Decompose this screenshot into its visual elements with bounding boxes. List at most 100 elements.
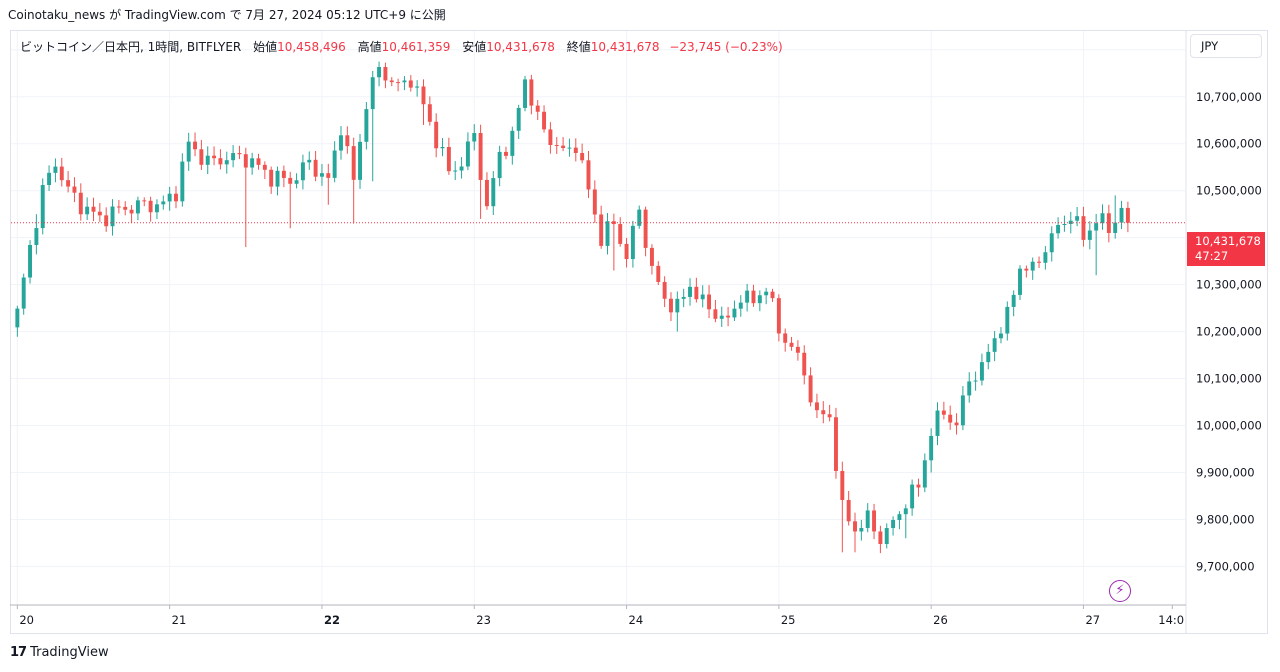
- candle-body: [72, 186, 77, 193]
- candle-body: [910, 484, 915, 509]
- candle-body: [1056, 224, 1061, 234]
- tradingview-logo-icon: 17: [10, 645, 27, 660]
- candle-body: [85, 206, 90, 215]
- candle-body: [751, 290, 756, 304]
- candle-body: [415, 86, 420, 88]
- candle-body: [250, 158, 255, 168]
- candle-body: [281, 170, 286, 178]
- candle-body: [332, 150, 337, 178]
- candle-body: [662, 281, 667, 299]
- candle-body: [681, 296, 686, 299]
- candle-body: [516, 107, 521, 131]
- candle-body: [47, 172, 52, 186]
- candle-body: [770, 291, 775, 299]
- candle-body: [941, 410, 946, 415]
- candle-body: [548, 129, 553, 145]
- chart-frame: [10, 30, 1268, 634]
- candle-body: [789, 342, 794, 347]
- lightning-bolt-icon[interactable]: ⚡: [1109, 580, 1131, 602]
- candle-body: [161, 201, 166, 205]
- candle-body: [542, 111, 547, 130]
- close-label: 終値: [566, 40, 591, 54]
- candle-body: [123, 206, 128, 210]
- candle-body: [872, 510, 877, 532]
- candle-body: [979, 362, 984, 381]
- candle-body: [929, 435, 934, 461]
- candle-body: [104, 215, 109, 227]
- candle-body: [307, 159, 312, 163]
- candle-body: [707, 294, 712, 310]
- candle-body: [884, 528, 889, 544]
- candle-body: [592, 189, 597, 215]
- candle-body: [802, 352, 807, 376]
- candle-body: [795, 346, 800, 353]
- candle-body: [167, 193, 172, 202]
- price-tick-label: 9,700,000: [1196, 559, 1255, 573]
- high-label: 高値: [357, 40, 382, 54]
- candle-body: [40, 185, 45, 229]
- candle-body: [262, 164, 267, 170]
- price-tick-label: 10,100,000: [1196, 372, 1262, 386]
- candle-body: [700, 294, 705, 300]
- candle-body: [713, 309, 718, 319]
- candle-body: [440, 146, 445, 149]
- candle-body: [218, 158, 223, 165]
- close-value: 10,431,678: [590, 40, 660, 54]
- time-tick-label: 25: [781, 613, 796, 627]
- candle-body: [878, 531, 883, 544]
- candle-body: [922, 460, 927, 488]
- candle-body: [66, 180, 71, 187]
- candle-body: [1100, 213, 1105, 224]
- current-price-value: 10,431,678: [1195, 234, 1261, 248]
- currency-button[interactable]: JPY: [1190, 34, 1262, 58]
- candle-body: [224, 160, 229, 165]
- price-tick-label: 9,900,000: [1196, 465, 1255, 479]
- candle-body: [1030, 261, 1035, 271]
- candle-body: [358, 141, 362, 180]
- candle-body: [630, 225, 635, 260]
- price-tick-label: 10,600,000: [1196, 137, 1262, 151]
- candle-body: [859, 527, 864, 532]
- candle-body: [78, 192, 83, 215]
- candle-body: [313, 159, 318, 177]
- candle-body: [459, 166, 464, 171]
- candle-body: [618, 224, 623, 244]
- candle-body: [688, 286, 692, 297]
- price-tick-label: 10,200,000: [1196, 325, 1262, 339]
- candle-body: [1062, 223, 1067, 225]
- time-tick-label: 24: [629, 613, 644, 627]
- candle-body: [212, 155, 217, 159]
- candle-body: [389, 80, 394, 83]
- candle-body: [97, 211, 102, 216]
- candle-body: [1094, 223, 1099, 231]
- publish-header: Coinotaku_news が TradingView.com で 7月 27…: [8, 8, 446, 22]
- candle-body: [91, 206, 96, 212]
- candle-body: [453, 170, 458, 172]
- candle-body: [21, 277, 26, 309]
- candle-body: [1005, 306, 1010, 334]
- candle-body: [732, 308, 737, 318]
- candle-body: [504, 151, 508, 156]
- candle-body: [339, 135, 343, 151]
- candle-body: [142, 200, 147, 202]
- candle-body: [434, 121, 439, 149]
- candle-body: [1087, 230, 1092, 240]
- low-label: 安値: [462, 40, 487, 54]
- price-tick-label: 10,000,000: [1196, 419, 1262, 433]
- candle-body: [783, 333, 788, 343]
- candle-body: [935, 410, 940, 436]
- price-tick-label: 9,800,000: [1196, 512, 1255, 526]
- candle-body: [377, 66, 382, 78]
- time-tick-label: 22: [324, 613, 340, 627]
- footer-brand: 17 TradingView: [10, 645, 109, 660]
- candle-body: [757, 295, 762, 304]
- candle-body: [396, 82, 401, 84]
- candle-body: [719, 315, 724, 319]
- candle-body: [529, 79, 534, 106]
- candle-body: [580, 152, 585, 161]
- candle-body: [865, 510, 870, 528]
- candle-body: [1049, 233, 1054, 253]
- candle-body: [446, 146, 451, 172]
- candle-body: [561, 145, 566, 149]
